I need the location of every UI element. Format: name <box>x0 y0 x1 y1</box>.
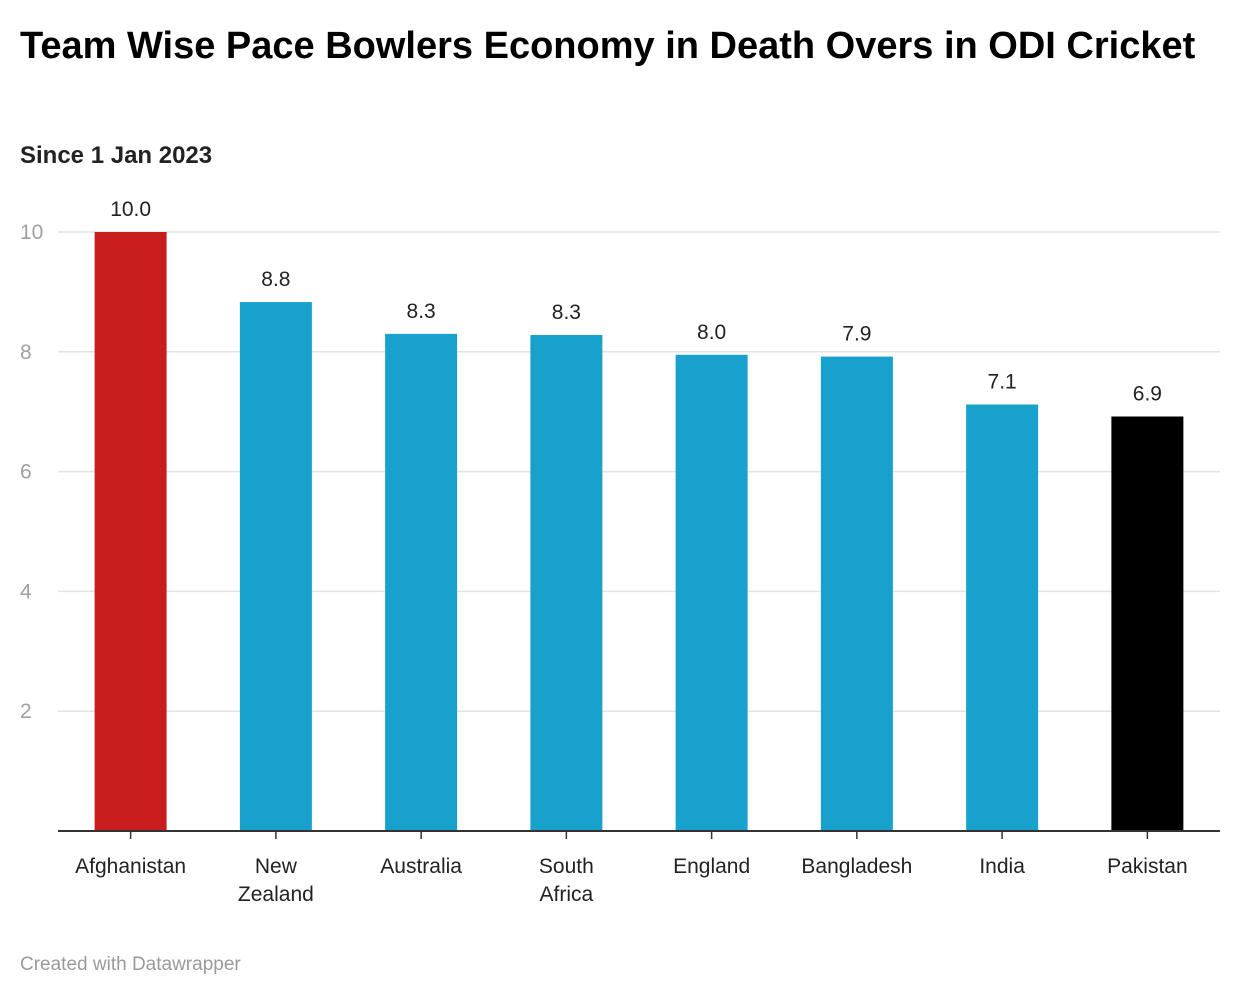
category-label: Africa <box>540 883 594 906</box>
value-label: 8.3 <box>407 300 436 323</box>
category-label: South <box>539 855 594 878</box>
value-label: 10.0 <box>110 198 151 221</box>
category-label: Pakistan <box>1107 855 1188 878</box>
y-tick-label: 8 <box>20 341 32 364</box>
gridlines <box>58 231 1220 712</box>
bar-new-zealand <box>239 302 312 831</box>
value-label: 8.0 <box>697 321 726 344</box>
bar-england <box>675 354 748 831</box>
footer-credit: Created with Datawrapper <box>20 954 241 975</box>
bar-bangladesh <box>820 356 893 831</box>
value-label: 6.9 <box>1133 382 1162 405</box>
category-label: New <box>255 855 298 878</box>
category-label: Zealand <box>238 883 314 906</box>
category-label: Afghanistan <box>75 855 186 878</box>
bars <box>94 232 1184 831</box>
chart-title: Team Wise Pace Bowlers Economy in Death … <box>20 25 1196 67</box>
value-label: 7.9 <box>842 323 871 346</box>
bar-south-africa <box>530 335 603 831</box>
bar-australia <box>385 333 458 831</box>
x-axis-ticks <box>129 831 1149 839</box>
y-tick-label: 4 <box>20 580 32 603</box>
category-label: Australia <box>380 855 462 878</box>
category-label: India <box>979 855 1025 878</box>
bar-india <box>966 404 1039 831</box>
bar-pakistan <box>1111 416 1184 831</box>
category-label: England <box>673 855 750 878</box>
chart-subtitle: Since 1 Jan 2023 <box>20 142 213 169</box>
y-tick-label: 6 <box>20 461 32 484</box>
category-label: Bangladesh <box>801 855 912 878</box>
value-label: 8.3 <box>552 301 581 324</box>
y-tick-label: 10 <box>20 221 43 244</box>
value-labels: 10.0 8.8 8.3 8.3 8.0 7.9 7.1 6.9 <box>110 198 1162 405</box>
category-labels: Afghanistan New Zealand Australia South Afric… <box>75 855 1187 906</box>
bar-afghanistan <box>94 232 167 831</box>
value-label: 8.8 <box>261 268 290 291</box>
y-tick-label: 2 <box>20 700 32 723</box>
y-axis-tick-labels: 2 4 6 8 10 <box>20 221 43 723</box>
value-label: 7.1 <box>988 371 1017 394</box>
